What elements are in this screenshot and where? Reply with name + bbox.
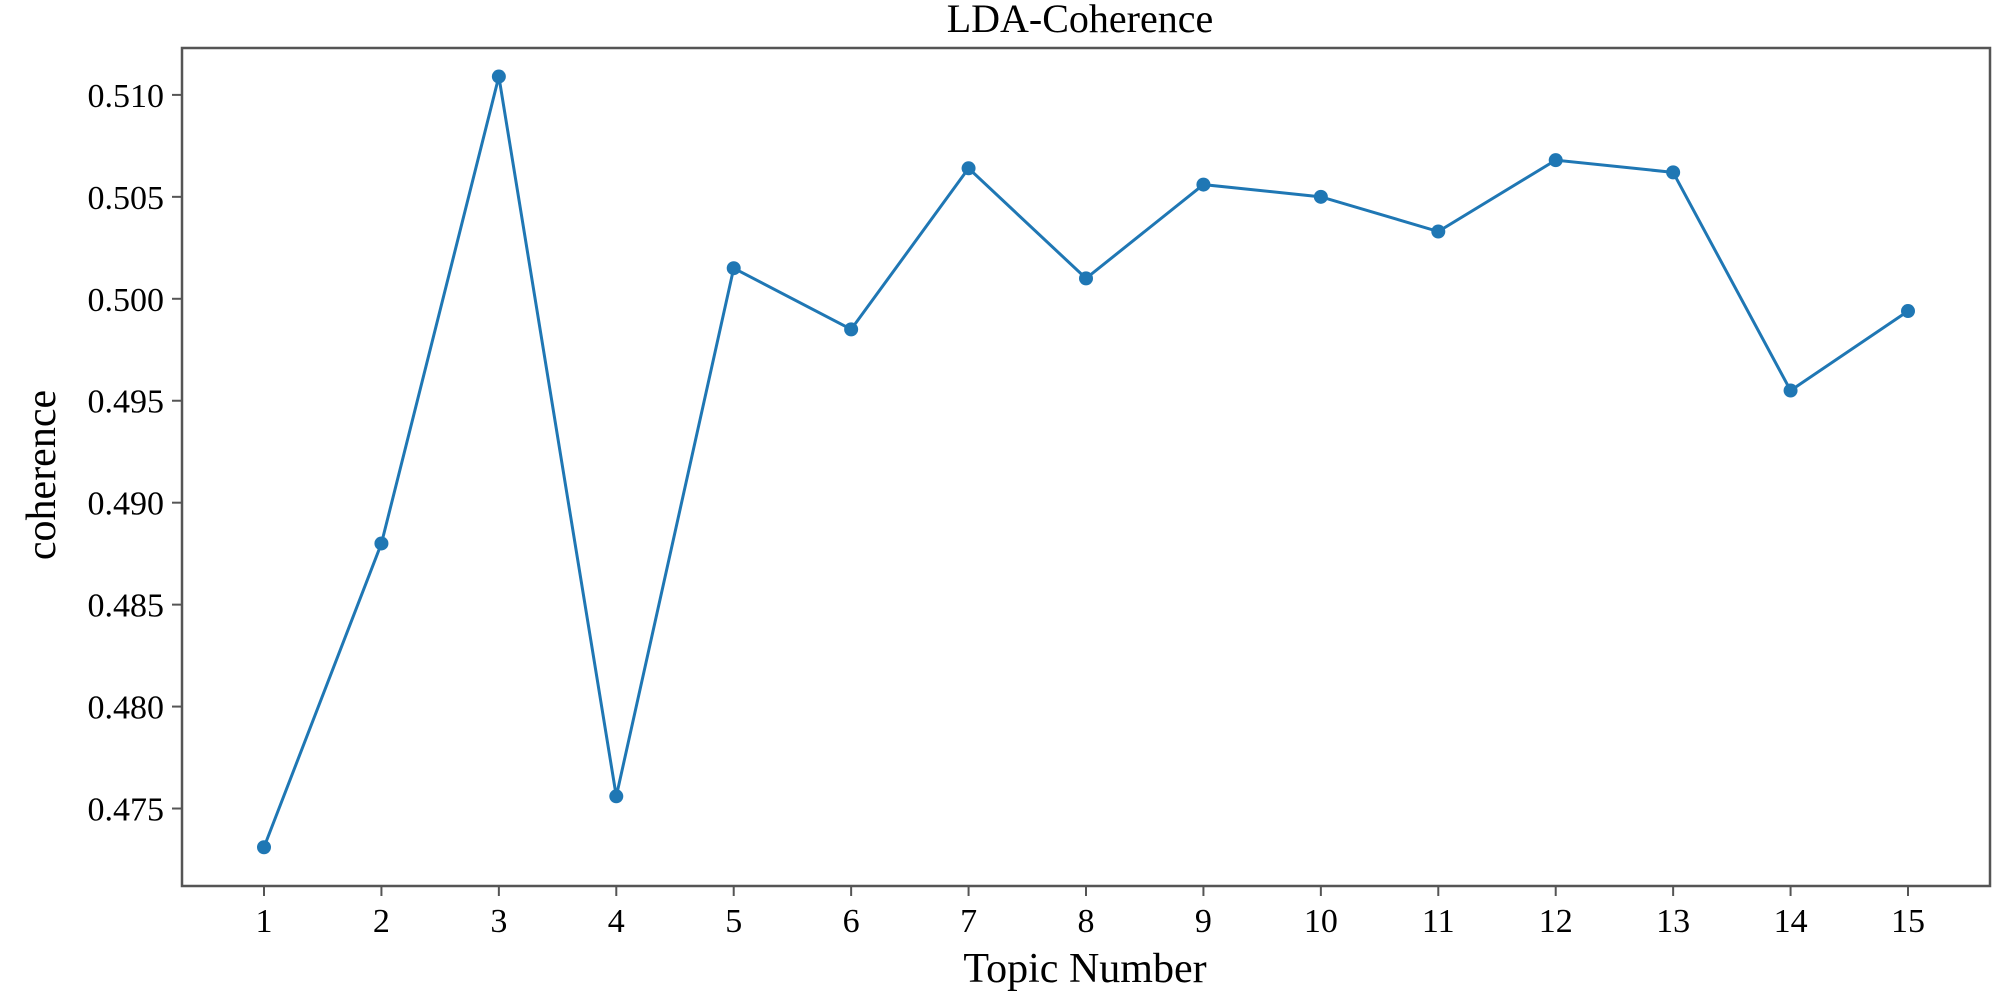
x-axis: 1 2 3 4 5 6 7 8 9 10 11 12 13 14 15 bbox=[256, 886, 1925, 940]
x-tick-label: 13 bbox=[1656, 903, 1690, 940]
series-layer bbox=[257, 69, 1915, 855]
data-point bbox=[1313, 189, 1328, 204]
x-tick-label: 9 bbox=[1195, 903, 1212, 940]
y-tick-label: 0.510 bbox=[88, 78, 165, 115]
data-point bbox=[1548, 153, 1563, 168]
x-tick-label: 14 bbox=[1774, 903, 1808, 940]
y-tick-label: 0.500 bbox=[88, 282, 165, 319]
x-tick-label: 1 bbox=[256, 903, 273, 940]
x-axis-label: Topic Number bbox=[963, 946, 1206, 992]
y-tick-label: 0.490 bbox=[88, 486, 165, 523]
data-point bbox=[726, 261, 741, 276]
y-axis: 0.475 0.480 0.485 0.490 0.495 0.500 0.505 0.510 bbox=[88, 78, 182, 829]
data-point bbox=[1901, 304, 1915, 319]
data-point bbox=[1783, 383, 1798, 398]
data-point bbox=[844, 322, 859, 337]
y-tick-label: 0.485 bbox=[88, 588, 165, 625]
data-point bbox=[1666, 165, 1681, 180]
x-tick-label: 4 bbox=[608, 903, 625, 940]
data-point bbox=[1196, 177, 1211, 192]
x-tick-label: 8 bbox=[1078, 903, 1095, 940]
x-tick-label: 6 bbox=[843, 903, 860, 940]
data-point bbox=[374, 536, 389, 551]
x-tick-label: 7 bbox=[960, 903, 977, 940]
chart-title: LDA-Coherence bbox=[947, 0, 1214, 41]
series-line bbox=[262, 76, 1909, 848]
data-point bbox=[257, 840, 271, 855]
data-point bbox=[491, 69, 506, 84]
data-point bbox=[961, 161, 976, 176]
y-axis-label: coherence bbox=[19, 390, 65, 560]
y-tick-label: 0.505 bbox=[88, 180, 165, 217]
data-point bbox=[609, 789, 624, 804]
x-tick-label: 2 bbox=[373, 903, 390, 940]
x-tick-label: 15 bbox=[1891, 903, 1925, 940]
y-tick-label: 0.480 bbox=[88, 690, 165, 727]
y-tick-label: 0.475 bbox=[88, 792, 165, 829]
data-point bbox=[1431, 224, 1446, 239]
y-tick-label: 0.495 bbox=[88, 384, 165, 421]
x-tick-label: 12 bbox=[1539, 903, 1573, 940]
x-tick-label: 5 bbox=[725, 903, 742, 940]
x-tick-label: 10 bbox=[1304, 903, 1338, 940]
x-tick-label: 11 bbox=[1422, 903, 1455, 940]
x-tick-label: 3 bbox=[490, 903, 507, 940]
data-point bbox=[1079, 271, 1093, 286]
plot-frame bbox=[180, 46, 1992, 888]
